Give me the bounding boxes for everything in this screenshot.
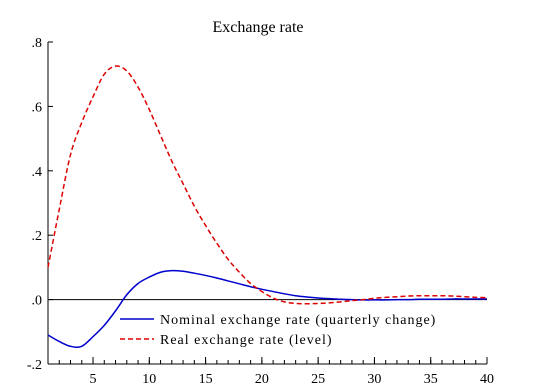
x-tick-label: 35 (424, 372, 438, 387)
series-line-nominal (47, 269, 487, 348)
axes: .8 .6 .4 .2 .0 -.2 5 10 15 20 25 30 35 40 (27, 36, 494, 387)
y-tick-label: .4 (32, 165, 43, 180)
y-tick-label: .6 (32, 100, 43, 115)
x-tick-label: 40 (480, 372, 494, 387)
y-tick-label: .8 (32, 36, 43, 51)
y-tick-label: .2 (32, 229, 43, 244)
legend-label: Nominal exchange rate (quarterly change) (160, 313, 436, 328)
x-tick-label: 25 (311, 372, 325, 387)
x-tick-label: 10 (142, 372, 156, 387)
series-layer (47, 65, 488, 348)
x-tick-label: 20 (255, 372, 269, 387)
chart-title: Exchange rate (212, 19, 303, 36)
x-tick-label: 30 (367, 372, 381, 387)
series-line-real (47, 65, 488, 305)
y-tick-label: -.2 (27, 358, 42, 373)
x-tick-label: 15 (199, 372, 213, 387)
legend-label: Real exchange rate (level) (160, 333, 333, 348)
legend: Nominal exchange rate (quarterly change)… (120, 313, 436, 348)
x-tick-label: 5 (90, 372, 97, 387)
y-tick-label: .0 (32, 294, 43, 309)
